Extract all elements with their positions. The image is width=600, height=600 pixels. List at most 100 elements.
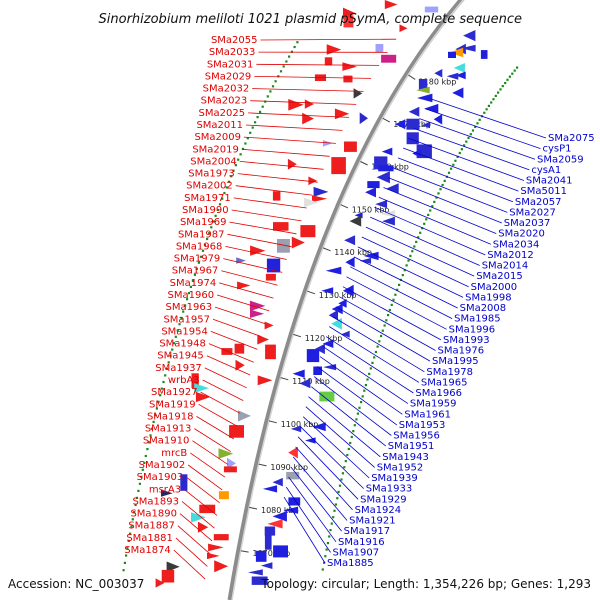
leader-line — [342, 286, 442, 341]
tick-label: 1120 kbp — [305, 334, 343, 343]
gene-arrow — [342, 284, 354, 297]
leader-line — [206, 355, 251, 376]
gc-dot — [403, 269, 406, 272]
gene-label-cysa1: cysA1 — [531, 165, 561, 176]
leader-line — [322, 346, 409, 404]
gc-dot — [409, 254, 412, 257]
gene-arrow — [302, 112, 314, 125]
gc-dot — [246, 137, 249, 140]
gene-label-sma2020: SMa2020 — [498, 229, 545, 240]
leader-line — [332, 316, 425, 373]
leader-line — [233, 197, 307, 209]
gene-label-sma1918: SMa1918 — [147, 411, 194, 422]
gc-dot — [221, 197, 224, 200]
gene-label-sma2059: SMa2059 — [537, 154, 584, 165]
gene-arrow — [312, 195, 328, 203]
gene-arrow — [359, 257, 372, 264]
gc-dot — [234, 164, 237, 167]
gene-arrow — [363, 251, 379, 261]
leader-line — [300, 426, 364, 489]
leader-line — [260, 38, 397, 41]
gene-label-sma1996: SMa1996 — [449, 324, 496, 335]
gc-dot — [366, 378, 369, 381]
gc-dot — [487, 104, 490, 107]
gene-label-sma1903: SMa1903 — [137, 472, 184, 483]
gene-arrow — [379, 210, 396, 218]
leader-line — [183, 488, 218, 516]
gc-dot — [504, 81, 507, 85]
leader-line — [214, 306, 266, 325]
gc-dot — [195, 267, 198, 270]
gc-dot — [347, 447, 350, 451]
gc-dot — [266, 95, 269, 98]
gene-label-sma1921: SMa1921 — [349, 516, 396, 527]
gene-arrow — [453, 63, 465, 73]
gene-label-sma1943: SMa1943 — [382, 452, 429, 463]
leader-line — [208, 343, 254, 363]
gc-dot — [282, 65, 285, 68]
gene-label-sma2015: SMa2015 — [476, 271, 523, 282]
tick-label: 1180 kbp — [419, 78, 457, 87]
leader-line — [288, 476, 337, 543]
gene-arrow — [386, 183, 399, 194]
tick-label: 1140 kbp — [334, 248, 372, 257]
leader-line — [308, 396, 381, 458]
gc-dot — [463, 144, 466, 147]
gc-dot — [353, 424, 356, 427]
gene-label-sma1973: SMa1973 — [188, 169, 235, 180]
gc-dot — [271, 85, 275, 88]
leader-line — [388, 177, 502, 224]
gc-dot — [368, 372, 371, 375]
gene-arrow — [267, 519, 283, 529]
leader-line — [295, 446, 353, 511]
leader-line — [419, 118, 536, 160]
gc-dot — [130, 525, 133, 528]
gc-dot — [241, 147, 245, 150]
gc-dot — [411, 250, 414, 253]
leader-line — [227, 233, 292, 248]
gene-label-sma1979: SMa1979 — [174, 254, 221, 265]
leader-line — [329, 326, 420, 383]
gc-dot — [328, 535, 331, 538]
gc-dot — [478, 118, 481, 121]
gene-arrow — [257, 375, 273, 386]
gc-dot — [485, 108, 488, 111]
gene-box — [343, 75, 353, 83]
gene-arrow — [359, 112, 368, 125]
gc-dot — [344, 460, 347, 463]
gc-dot — [396, 288, 399, 291]
gc-dot — [176, 329, 179, 332]
gene-label-sma1924: SMa1924 — [355, 505, 402, 516]
gc-dot — [419, 231, 422, 234]
leader-line — [185, 476, 220, 504]
gene-arrow — [338, 299, 347, 308]
gene-box — [180, 474, 188, 491]
leader-line — [235, 185, 313, 196]
gene-box — [406, 132, 419, 145]
gc-dot — [249, 131, 252, 134]
tick-label: 1070 kbp — [253, 549, 291, 558]
gene-label-sma1960: SMa1960 — [168, 290, 215, 301]
leader-line — [239, 161, 324, 170]
gc-dot — [417, 236, 420, 239]
gene-box — [344, 141, 357, 152]
gene-arrow — [257, 334, 269, 345]
gene-label-sma1907: SMa1907 — [333, 547, 380, 558]
tick-label: 1150 kbp — [352, 205, 390, 214]
gene-label-sma1933: SMa1933 — [366, 484, 413, 495]
gene-box — [375, 44, 384, 52]
gc-dot — [341, 472, 344, 475]
gene-arrow — [463, 30, 476, 42]
gene-arrow — [264, 321, 274, 330]
gc-dot — [501, 85, 504, 88]
gc-dot — [279, 70, 283, 73]
gc-dot — [147, 441, 150, 444]
leader-line — [339, 296, 436, 351]
gene-features — [155, 0, 488, 588]
gene-label-sma5011: SMa5011 — [520, 186, 567, 197]
gene-box — [265, 273, 276, 281]
leader-line — [383, 187, 497, 234]
gene-box — [424, 6, 439, 13]
gene-label-sma1954: SMa1954 — [161, 326, 208, 337]
leader-line — [177, 525, 210, 555]
